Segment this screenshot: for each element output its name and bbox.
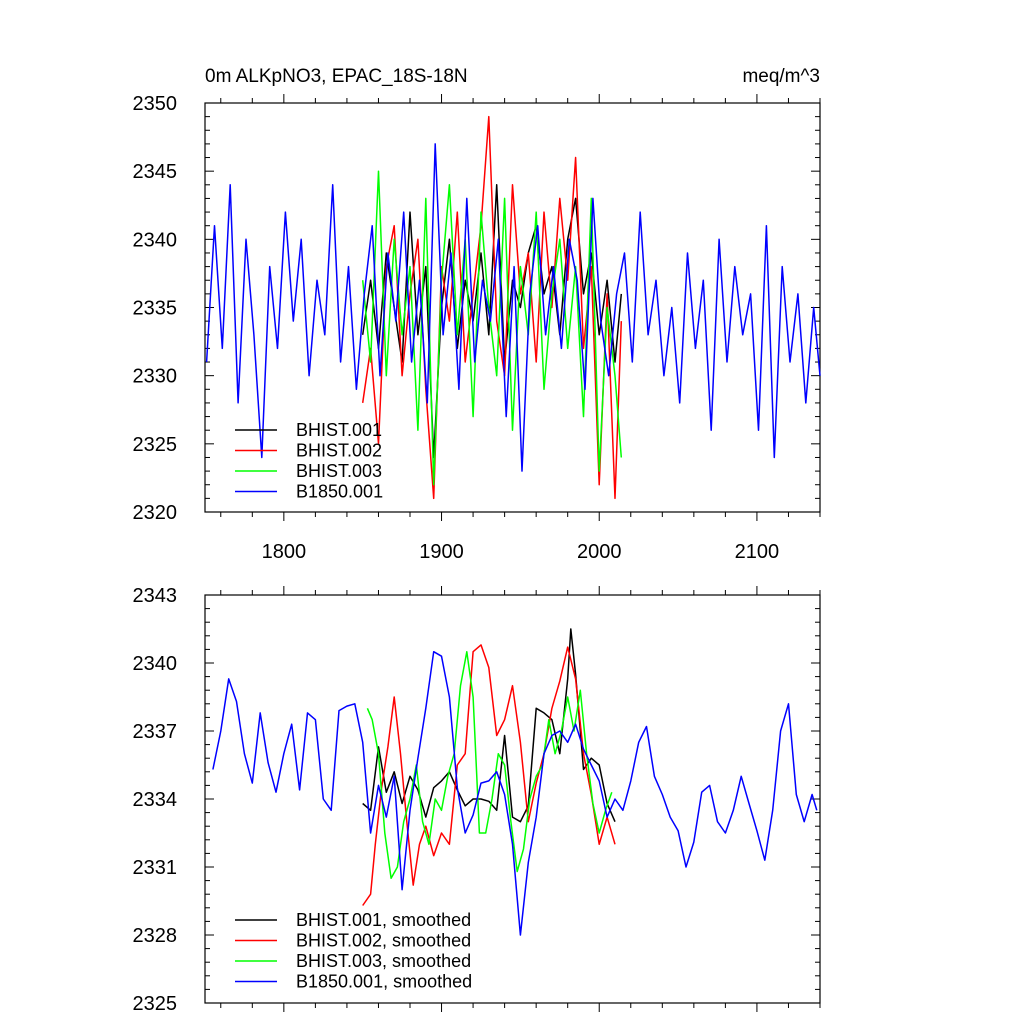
series-line-b1850-001-smoothed (212, 650, 818, 936)
y-tick-label: 2320 (133, 502, 178, 524)
legend-label: B1850.001, smoothed (296, 972, 472, 992)
y-tick-label: 2345 (133, 161, 178, 183)
y-tick-label: 2343 (133, 585, 178, 607)
series-line-b1850-001 (205, 143, 821, 472)
y-tick-label: 2350 (133, 93, 178, 115)
x-tick-label: 1800 (262, 541, 307, 563)
y-tick-label: 2335 (133, 298, 178, 320)
y-tick-label: 2325 (133, 434, 178, 456)
bottom-panel-smoothed-series: 2325 2328 2331 2334 2337 2340 2343 BHIST.001, s… (133, 585, 821, 1015)
y-tick-label: 2330 (133, 366, 178, 388)
x-tick-label: 2000 (577, 541, 622, 563)
x-tick-label: 1900 (419, 541, 464, 563)
y-tick-label: 2334 (133, 789, 178, 811)
legend-label: BHIST.002 (296, 441, 382, 461)
top-panel-title: 0m ALKpNO3, EPAC_18S-18N (205, 66, 468, 87)
legend-label: B1850.001 (296, 482, 383, 502)
y-tick-label: 2340 (133, 653, 178, 675)
y-tick-label: 2331 (133, 857, 178, 879)
series-line-bhist-003-smoothed (366, 650, 613, 880)
y-tick-label: 2328 (133, 925, 178, 947)
legend-label: BHIST.003 (296, 461, 382, 481)
y-tick-label: 2325 (133, 993, 178, 1015)
legend-label: BHIST.001, smoothed (296, 910, 471, 930)
x-tick-label: 2100 (735, 541, 780, 563)
legend-label: BHIST.001 (296, 420, 382, 440)
top-panel-units: meq/m^3 (742, 66, 820, 87)
y-tick-label: 2337 (133, 721, 178, 743)
series-line-bhist-002 (361, 115, 623, 500)
legend-label: BHIST.002, smoothed (296, 931, 471, 951)
series-line-bhist-001-smoothed (362, 628, 616, 823)
series-line-bhist-002-smoothed (362, 644, 616, 906)
series-line-bhist-003 (361, 170, 623, 486)
top-panel-raw-series: 2320 2325 2330 2335 2340 2345 2350 1800 1900 2000… (133, 93, 821, 563)
y-tick-label: 2340 (133, 229, 178, 251)
legend-label: BHIST.003, smoothed (296, 951, 471, 971)
